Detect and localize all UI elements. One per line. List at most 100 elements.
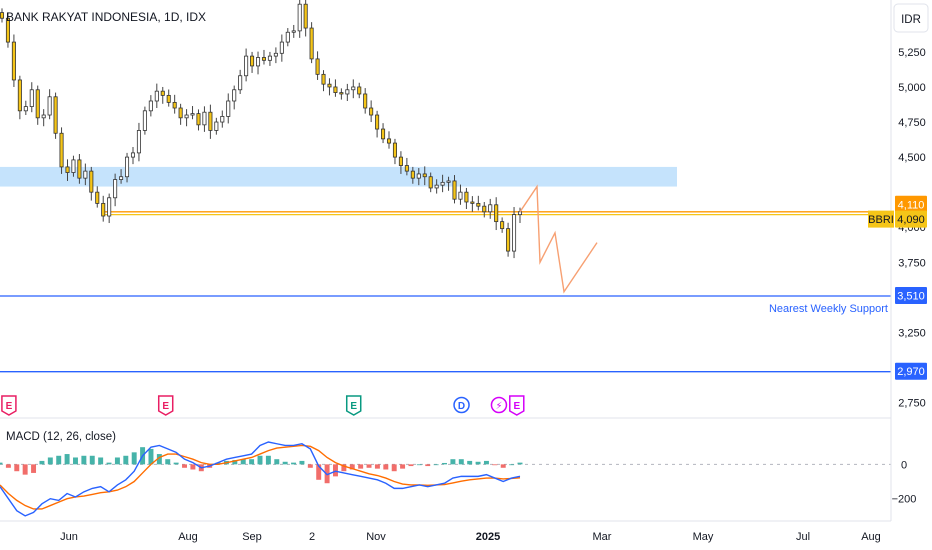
candle-body xyxy=(35,89,40,119)
candle-body xyxy=(154,90,159,102)
support-label: Nearest Weekly Support xyxy=(769,303,888,315)
candle-body xyxy=(458,191,463,200)
price-tick-label: 5,000 xyxy=(898,82,926,94)
macd-histogram-bar xyxy=(114,457,120,465)
macd-histogram-bar xyxy=(467,460,473,465)
time-axis-labels[interactable]: Jun Aug Sep 2 Nov 2025 Mar May Jul Aug xyxy=(60,531,881,543)
candle-body xyxy=(315,58,320,75)
currency-button[interactable]: IDR xyxy=(893,3,929,33)
macd-histogram xyxy=(0,447,523,484)
candle-body xyxy=(0,12,5,19)
macd-histogram-bar xyxy=(383,464,389,470)
candle-body xyxy=(285,31,290,43)
macd-histogram-bar xyxy=(106,462,112,465)
macd-histogram-bar xyxy=(366,464,372,468)
bbri-tag-bg xyxy=(868,210,894,228)
candle-body xyxy=(422,173,427,178)
time-tick-label: Aug xyxy=(861,531,881,543)
candle-body xyxy=(267,55,272,61)
horizontal-levels xyxy=(0,211,891,373)
macd-histogram-bar xyxy=(475,461,481,465)
split-icon xyxy=(490,396,508,414)
candle-body xyxy=(327,83,332,88)
macd-histogram-bar xyxy=(425,464,431,467)
macd-histogram-bar xyxy=(5,464,11,468)
macd-histogram-bar xyxy=(265,455,271,465)
candle-body xyxy=(83,170,88,179)
candle-body xyxy=(386,138,392,144)
time-tick-label: 2 xyxy=(309,531,315,543)
candle-body xyxy=(279,41,284,54)
level-tag-bg xyxy=(895,362,927,380)
candle-body xyxy=(410,170,415,179)
level-tag-label: 4,110 xyxy=(898,199,925,211)
candle-body xyxy=(452,180,457,200)
candle-body xyxy=(172,101,177,109)
macd-histogram-bar xyxy=(358,464,364,469)
macd-histogram-bar xyxy=(14,464,20,472)
candle-body xyxy=(303,3,308,29)
event-glyph: ⚡ xyxy=(495,401,502,412)
candle-body xyxy=(339,92,344,95)
event-glyph: E xyxy=(513,401,520,412)
candle-body xyxy=(184,114,189,119)
candle-body xyxy=(440,181,445,186)
macd-histogram-bar xyxy=(215,462,221,465)
candle-body xyxy=(434,184,439,189)
candle-body xyxy=(47,96,52,116)
time-tick-label: Aug xyxy=(178,531,198,543)
candle-body xyxy=(178,107,183,119)
candle-body xyxy=(333,86,338,93)
time-tick-label: Jul xyxy=(796,531,810,543)
candle-body xyxy=(244,55,249,77)
candle-body xyxy=(256,57,261,67)
candle-body xyxy=(196,113,201,126)
candle-body xyxy=(95,191,100,204)
macd-histogram-bar xyxy=(39,460,45,465)
macd-histogram-bar xyxy=(31,464,37,473)
level-tag-label: 2,970 xyxy=(897,366,925,378)
macd-histogram-bar xyxy=(22,464,28,475)
macd-histogram-bar xyxy=(232,460,238,465)
macd-histogram-bar xyxy=(349,464,355,470)
macd-histogram-bar xyxy=(291,462,297,465)
time-tick-label: Jun xyxy=(60,531,78,543)
candle-body xyxy=(357,86,362,95)
earnings-icon xyxy=(509,395,525,416)
candle-body xyxy=(11,41,16,81)
macd-histogram-bar xyxy=(123,455,129,465)
candle-body xyxy=(77,159,82,179)
candle-body xyxy=(250,55,255,67)
macd-histogram-bar xyxy=(316,464,322,480)
macd-histogram-bar xyxy=(483,460,489,465)
price-tick-label: 3,250 xyxy=(898,327,926,339)
price-level-tags: 4,110 4,090 3,510 2,970 BBRI xyxy=(868,195,927,380)
level-tag-label: 3,510 xyxy=(897,290,925,302)
signal-line xyxy=(0,444,521,510)
macd-axis-labels[interactable]: 0 −200 xyxy=(892,459,917,505)
macd-histogram-bar xyxy=(190,464,196,470)
macd-histogram-bar xyxy=(500,464,506,468)
time-tick-label: Nov xyxy=(366,531,386,543)
price-tick-label: 3,750 xyxy=(898,257,926,269)
candle-body xyxy=(470,201,475,204)
candle-body xyxy=(41,114,46,119)
time-tick-label: 2025 xyxy=(476,531,500,543)
candle-body xyxy=(392,142,397,158)
candle-body xyxy=(160,90,165,96)
event-markers[interactable]: E E E D ⚡ E xyxy=(1,395,525,416)
macd-histogram-bar xyxy=(408,464,414,467)
event-glyph: E xyxy=(350,401,357,412)
event-glyph: E xyxy=(6,401,13,412)
candle-body xyxy=(375,114,380,130)
candle-body xyxy=(261,57,266,61)
candle-body xyxy=(53,96,58,134)
candle-body xyxy=(238,75,243,91)
candle-body xyxy=(446,180,451,183)
macd-histogram-bar xyxy=(282,461,288,465)
macd-histogram-bar xyxy=(56,455,62,465)
macd-histogram-bar xyxy=(173,462,179,465)
candle-body xyxy=(101,202,106,217)
macd-histogram-bar xyxy=(240,459,246,465)
